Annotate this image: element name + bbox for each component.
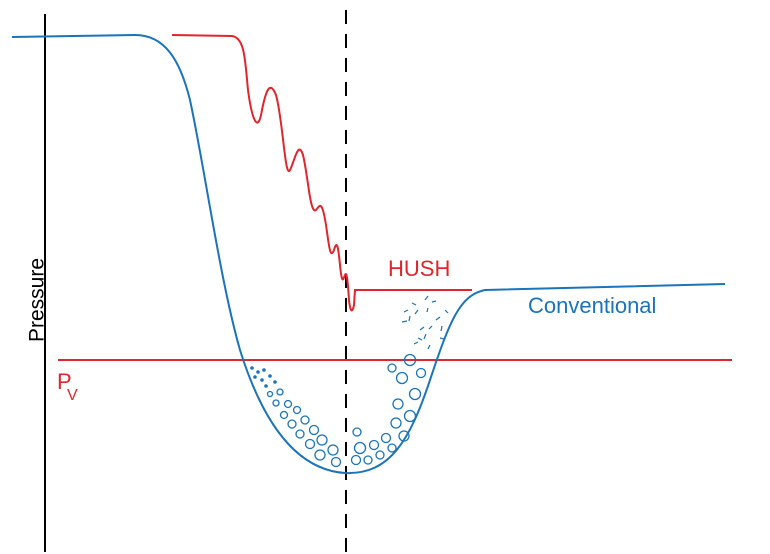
y-axis-label: Pressure [26,258,49,342]
vapor-pressure-subscript: V [67,387,78,404]
collapse-sparks [401,295,449,350]
vapor-pressure-label: P [57,369,72,394]
conventional-curve [11,33,726,475]
cavitation-bubbles [250,353,427,468]
hush-label: HUSH [388,256,450,281]
conventional-label: Conventional [528,293,656,318]
hush-curve [171,34,472,312]
